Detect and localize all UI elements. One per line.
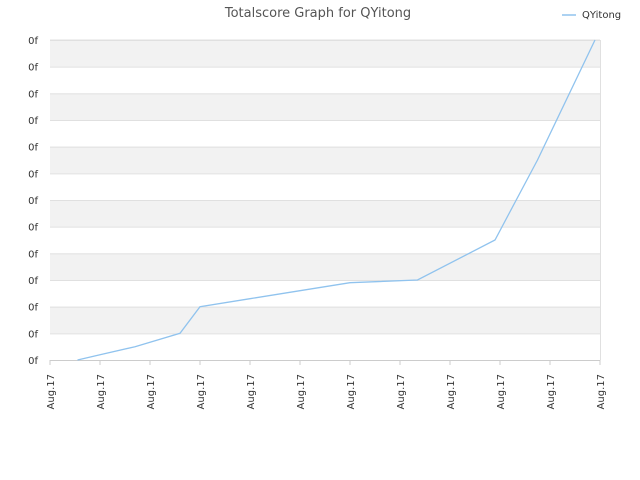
y-tick-label: 0f [28,143,38,154]
grid-band [50,93,600,120]
grid-band [50,200,600,227]
y-tick-label: 0f [28,196,38,207]
legend: QYitong [562,10,621,21]
x-tick-label: Aug.17 [146,374,157,409]
x-tick-label: Aug.17 [496,374,507,409]
y-tick-label: 0f [28,116,38,127]
x-tick-label: Aug.17 [346,374,357,409]
x-tick-label: Aug.17 [396,374,407,409]
series-lines [77,39,596,361]
x-tick-label: Aug.17 [46,374,57,409]
y-tick-label: 0f [28,276,38,287]
series-line [77,39,596,361]
x-axis: Aug.17 Aug.17 Aug.17 Aug.17 Aug.17 Aug.17 Aug.… [46,360,607,409]
x-tick-label: Aug.17 [296,374,307,409]
y-tick-label: 0f [28,249,38,260]
y-tick-label: 0f [28,36,38,47]
x-tick-label: Aug.17 [196,374,207,409]
grid-bands [50,40,600,334]
x-tick-label: Aug.17 [96,374,107,409]
x-tick-label: Aug.17 [596,374,607,409]
y-tick-label: 0f [28,169,38,180]
grid-band [50,253,600,280]
y-tick-label: 0f [28,89,38,100]
x-tick-label: Aug.17 [446,374,457,409]
y-tick-label: 0f [28,303,38,314]
grid-band [50,40,600,67]
x-tick-label: Aug.17 [546,374,557,409]
y-tick-label: 0f [28,63,38,74]
chart-title: Totalscore Graph for QYitong [224,6,411,21]
grid-band [50,306,600,334]
y-tick-label: 0f [28,329,38,340]
legend-label: QYitong [582,10,621,21]
x-tick-label: Aug.17 [246,374,257,409]
y-tick-label: 0f [28,356,38,367]
y-tick-label: 0f [28,223,38,234]
grid-lines [50,39,601,361]
y-axis: 0f 0f 0f 0f 0f 0f 0f 0f 0f 0f 0f 0f 0f [28,36,38,367]
grid-band [50,146,600,174]
